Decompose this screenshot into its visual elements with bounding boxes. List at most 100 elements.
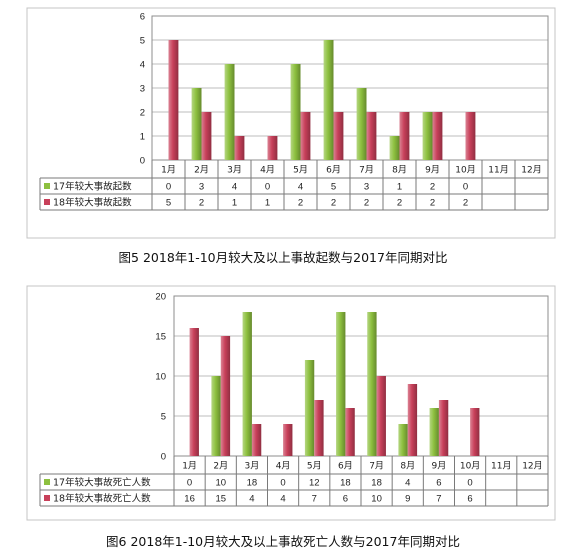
chart2-table-cell: 0 <box>467 478 472 489</box>
chart2-bar-s1-m2 <box>211 376 221 456</box>
chart2-table-cell: 4 <box>405 478 410 489</box>
chart1-x-tick-label: 6月 <box>326 165 341 176</box>
chart2-x-tick-label: 6月 <box>338 461 353 472</box>
chart1-legend-swatch <box>44 183 50 189</box>
chart1-table-cell: 4 <box>232 182 237 193</box>
chart1-series-label: 17年较大事故起数 <box>53 181 132 193</box>
chart2-bar-s1-m7 <box>367 312 377 456</box>
chart2-x-tick-label: 10月 <box>460 461 480 472</box>
chart1-x-tick-label: 3月 <box>227 165 242 176</box>
chart1-table-cell: 0 <box>463 182 468 193</box>
chart2-bar-s2-m5 <box>314 400 324 456</box>
chart1-table-cell: 3 <box>364 182 369 193</box>
chart2-bar-s2-m9 <box>438 400 449 456</box>
chart1-y-tick-label: 1 <box>140 132 145 143</box>
chart2-x-tick-label: 5月 <box>307 461 322 472</box>
chart1-x-tick-label: 1月 <box>161 165 176 176</box>
chart2-table-cell: 6 <box>436 478 441 489</box>
chart2-frame <box>26 285 556 521</box>
chart1-table-cell: 4 <box>298 182 303 193</box>
chart2-table-cell: 6 <box>467 494 472 505</box>
chart2-x-tick-label: 4月 <box>276 461 291 472</box>
chart2-bar-s1-m9 <box>429 408 439 456</box>
chart1-table-cell: 3 <box>199 182 204 193</box>
chart2-bar-s1-m3 <box>242 312 252 456</box>
chart1-bar-s2-m4 <box>267 136 278 160</box>
chart2-bar-s2-m8 <box>407 384 418 456</box>
chart2-table-cell: 7 <box>436 494 441 505</box>
chart2-y-tick-label: 20 <box>155 292 166 303</box>
chart1-table-cell: 2 <box>430 182 435 193</box>
chart1-y-tick-label: 0 <box>140 156 145 167</box>
chart1-table-cell: 1 <box>397 182 402 193</box>
chart1-x-tick-label: 7月 <box>359 165 374 176</box>
chart1-y-tick-label: 6 <box>140 12 145 23</box>
chart1-table-cell: 5 <box>166 198 171 209</box>
chart2-table-cell: 18 <box>340 478 351 489</box>
chart1-table-cell: 2 <box>364 198 369 209</box>
chart1-table-cell: 2 <box>463 198 468 209</box>
chart2-x-tick-label: 11月 <box>491 461 511 472</box>
chart1-bar-s2-m1 <box>168 40 179 160</box>
chart1-bar-s1-m6 <box>323 40 334 160</box>
chart2-table-cell: 10 <box>215 478 226 489</box>
chart2-table-cell: 6 <box>343 494 348 505</box>
chart1-bar-s2-m5 <box>300 112 311 160</box>
chart2-y-tick-label: 0 <box>161 452 166 463</box>
chart1-table-cell: 0 <box>166 182 171 193</box>
chart2-bar-s2-m2 <box>220 336 231 456</box>
chart2-table-cell: 16 <box>184 494 195 505</box>
chart1-x-tick-label: 5月 <box>293 165 308 176</box>
chart2-series-label: 17年较大事故死亡人数 <box>53 477 151 489</box>
chart1-x-tick-label: 12月 <box>521 165 541 176</box>
chart1-bar-s1-m9 <box>422 112 433 160</box>
chart2-bar-s1-m6 <box>336 312 346 456</box>
chart1-table-cell: 2 <box>397 198 402 209</box>
chart1-table-cell: 5 <box>331 182 336 193</box>
chart1-y-tick-label: 4 <box>140 60 145 71</box>
chart1-x-tick-label: 2月 <box>194 165 209 176</box>
chart2-y-tick-label: 15 <box>155 332 166 343</box>
chart1-bar-s2-m6 <box>333 112 344 160</box>
chart1-caption: 图5 2018年1-10月较大及以上事故起数与2017年同期对比 <box>119 250 448 265</box>
chart2-table-cell: 18 <box>371 478 382 489</box>
chart2-table-cell: 10 <box>371 494 382 505</box>
chart1-x-tick-label: 9月 <box>425 165 440 176</box>
chart2-x-tick-label: 2月 <box>213 461 228 472</box>
chart2-table-cell: 4 <box>249 494 254 505</box>
chart2-bar-s1-m8 <box>398 424 408 456</box>
chart1-bar-s1-m5 <box>290 64 301 160</box>
chart2-legend-swatch <box>44 495 50 501</box>
chart2-bar-s2-m10 <box>470 408 480 456</box>
chart2-bar-s2-m1 <box>189 328 199 456</box>
chart1-bar-s1-m8 <box>389 136 400 160</box>
chart1-x-tick-label: 4月 <box>260 165 275 176</box>
chart1-x-tick-label: 8月 <box>392 165 407 176</box>
chart1-bar-s2-m7 <box>366 112 377 160</box>
chart1-y-tick-label: 3 <box>140 84 145 95</box>
chart1-bar-s2-m9 <box>432 112 443 160</box>
chart1-table-cell: 2 <box>199 198 204 209</box>
chart2-legend-swatch <box>44 479 50 485</box>
chart2-table-cell: 12 <box>309 478 320 489</box>
chart1-table-cell: 2 <box>298 198 303 209</box>
chart2-table-cell: 18 <box>247 478 258 489</box>
chart2-table-cell: 0 <box>187 478 192 489</box>
chart1-bar-s1-m2 <box>191 88 202 160</box>
chart1-bar-s1-m7 <box>356 88 367 160</box>
chart2-x-tick-label: 9月 <box>432 461 447 472</box>
chart2-x-tick-label: 3月 <box>245 461 260 472</box>
chart1-x-tick-label: 10月 <box>455 165 475 176</box>
chart2-table-cell: 0 <box>280 478 285 489</box>
chart2-bar-s2-m6 <box>345 408 355 456</box>
chart1-table-cell: 1 <box>232 198 237 209</box>
chart2-table-cell: 4 <box>280 494 285 505</box>
chart2-y-tick-label: 10 <box>155 372 166 383</box>
chart1-y-tick-label: 5 <box>140 36 145 47</box>
chart2-x-tick-label: 1月 <box>182 461 197 472</box>
chart1-table-cell: 1 <box>265 198 270 209</box>
chart1-y-tick-label: 2 <box>140 108 145 119</box>
chart1-bar-s2-m10 <box>465 112 476 160</box>
chart2-table-cell: 7 <box>312 494 317 505</box>
